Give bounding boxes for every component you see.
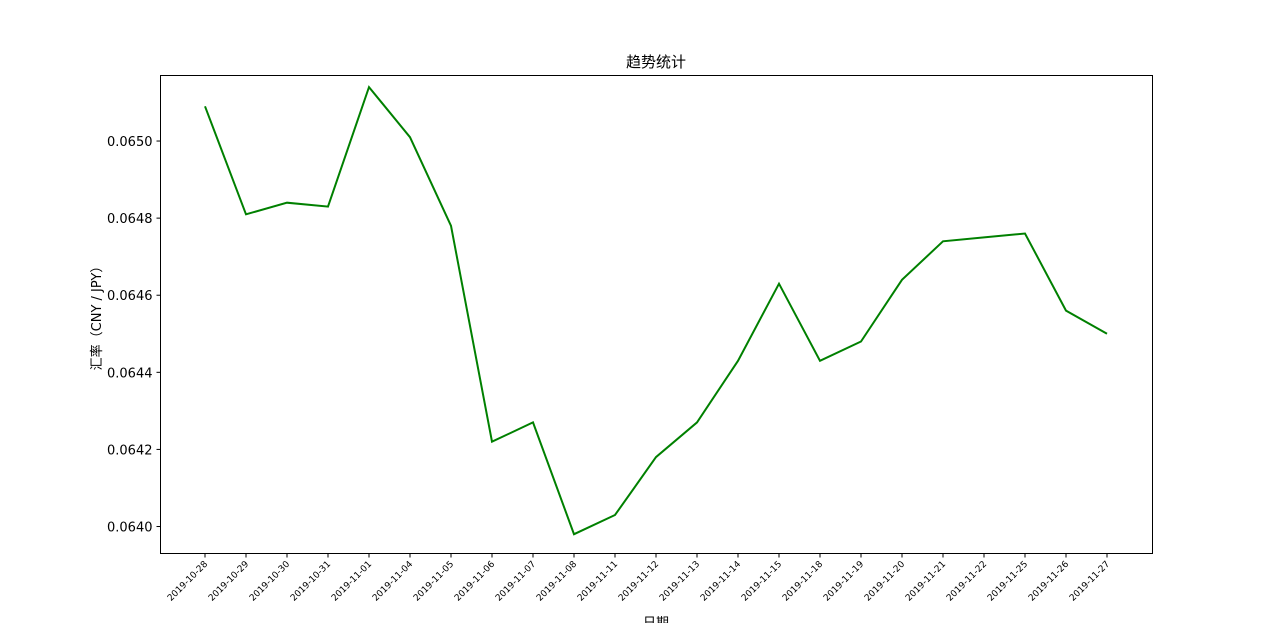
x-axis: 2019-10-282019-10-292019-10-302019-10-31… — [166, 553, 1112, 604]
x-tick-label: 2019-11-08 — [535, 559, 579, 603]
x-tick-label: 2019-11-12 — [617, 560, 661, 604]
x-tick-label: 2019-11-11 — [576, 560, 620, 604]
x-tick-label: 2019-11-05 — [412, 560, 456, 604]
x-tick-label: 2019-11-22 — [945, 560, 989, 604]
y-axis-label: 汇率（CNY / JPY） — [89, 260, 105, 371]
x-axis-label: 日期 — [643, 616, 669, 623]
series-line — [204, 85, 1108, 536]
x-tick-label: 2019-11-06 — [453, 559, 497, 603]
y-tick-label: 0.0646 — [107, 289, 153, 304]
x-tick-label: 2019-11-27 — [1068, 560, 1112, 604]
x-tick-label: 2019-11-13 — [658, 560, 702, 604]
x-tick-label: 2019-10-31 — [289, 560, 333, 604]
chart-title: 趋势统计 — [626, 53, 686, 71]
y-tick-label: 0.0640 — [107, 521, 153, 536]
x-tick-label: 2019-11-14 — [699, 559, 743, 603]
x-tick-label: 2019-11-01 — [330, 560, 374, 604]
plot-frame — [160, 75, 1153, 554]
y-axis: 0.0640 0.0642 0.0644 0.0646 0.0648 0.0650 — [107, 135, 161, 536]
x-tick-label: 2019-11-18 — [781, 559, 825, 603]
x-tick-label: 2019-11-15 — [740, 560, 784, 604]
x-tick-label: 2019-11-04 — [371, 559, 415, 603]
x-tick-label: 2019-11-26 — [1027, 559, 1071, 603]
x-tick-label: 2019-11-25 — [986, 560, 1030, 604]
y-tick-label: 0.0642 — [107, 443, 153, 458]
x-tick-label: 2019-10-29 — [207, 559, 251, 603]
x-tick-label: 2019-11-20 — [863, 559, 907, 603]
y-tick-label: 0.0644 — [107, 366, 153, 381]
x-tick-label: 2019-11-19 — [822, 559, 866, 603]
y-tick-label: 0.0648 — [107, 212, 153, 227]
y-tick-label: 0.0650 — [107, 135, 153, 150]
x-tick-label: 2019-11-21 — [904, 560, 948, 604]
x-tick-label: 2019-10-30 — [248, 559, 292, 603]
x-tick-label: 2019-11-07 — [494, 560, 538, 604]
x-tick-label: 2019-10-28 — [166, 559, 210, 603]
